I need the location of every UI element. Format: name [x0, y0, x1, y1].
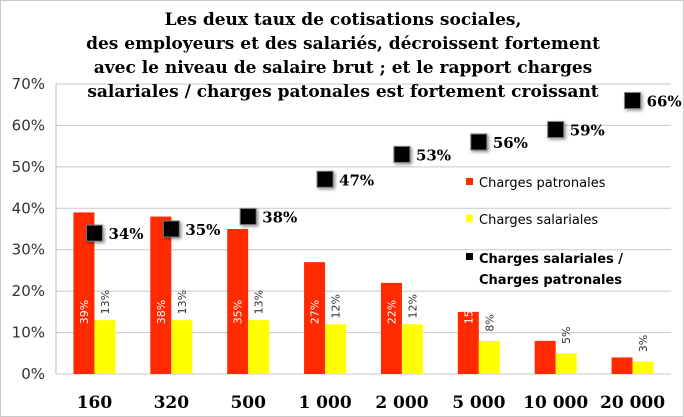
bar-salariales [555, 353, 577, 374]
data-label-salariales: 3% [637, 335, 650, 352]
y-axis: 0% 10% 20% 30% 40% 50% 60% 70% [12, 75, 57, 383]
ratio-markers: 34% 35% 38% 47% 53% 56% 59% 66% [85, 92, 682, 243]
title-line-4: salariales / charges patonales est forte… [87, 82, 598, 102]
legend-label-salariales: Charges salariales [479, 213, 598, 228]
data-label-salariales: 12% [406, 294, 419, 318]
data-label-salariales: 5% [560, 327, 573, 344]
y-tick-label: 40% [12, 199, 45, 217]
ratio-marker [547, 121, 565, 139]
ratio-marker [162, 220, 180, 238]
y-tick-label: 70% [12, 75, 45, 93]
data-label-salariales: 13% [253, 290, 266, 314]
data-label-ratio: 56% [493, 134, 528, 152]
bar-salariales [325, 324, 347, 374]
bars: 39% 13% 38% 13% 35% 13% 27% 12% 22% 12% 15% 8% 8% 5% 4… [73, 212, 654, 374]
data-label-patronales: 39% [78, 300, 91, 324]
data-label-ratio: 38% [262, 209, 297, 227]
bar-salariales [478, 340, 500, 374]
data-label-ratio: 47% [339, 171, 374, 189]
y-tick-label: 20% [12, 282, 45, 300]
bar-patronales [150, 216, 172, 374]
title-line-3: avec le niveau de salaire brut ; et le r… [94, 58, 593, 78]
bar-salariales [171, 320, 193, 374]
data-label-patronales: 8% [539, 303, 552, 320]
data-label-ratio: 34% [108, 225, 143, 243]
legend-label-patronales: Charges patronales [479, 176, 606, 191]
data-label-salariales: 13% [176, 290, 189, 314]
bar-salariales [401, 324, 423, 374]
y-tick-label: 0% [21, 365, 45, 383]
x-axis: 160 320 500 1 000 2 000 5 000 10 000 20 000 [77, 393, 666, 413]
data-label-patronales: 15% [462, 300, 475, 324]
bar-salariales [632, 361, 654, 374]
legend-swatch-ratio [466, 253, 473, 260]
ratio-marker [85, 224, 103, 242]
legend-label-ratio-line-2: Charges patronales [479, 273, 622, 288]
legend-label-ratio-line-1: Charges salariales / [479, 252, 623, 267]
data-label-ratio: 53% [416, 146, 451, 164]
legend: Charges patronales Charges salariales Ch… [466, 176, 623, 288]
data-label-salariales: 12% [330, 294, 343, 318]
data-label-patronales: 27% [309, 300, 322, 324]
chart-title: Les deux taux de cotisations sociales, d… [86, 10, 600, 102]
legend-swatch-patronales [466, 178, 473, 185]
x-tick-label: 2 000 [375, 393, 428, 413]
x-tick-label: 500 [230, 393, 266, 413]
bar-patronales [227, 229, 249, 374]
ratio-marker [239, 208, 257, 226]
ratio-marker [316, 170, 334, 188]
data-label-patronales: 4% [616, 303, 629, 320]
data-label-ratio: 59% [570, 122, 605, 140]
y-tick-label: 10% [12, 324, 45, 342]
x-tick-label: 1 000 [298, 393, 351, 413]
title-line-1: Les deux taux de cotisations sociales, [165, 10, 522, 30]
x-tick-label: 10 000 [523, 393, 588, 413]
ratio-marker [470, 133, 488, 151]
data-label-ratio: 66% [647, 93, 682, 111]
data-label-patronales: 38% [155, 300, 168, 324]
title-line-2: des employeurs et des salariés, décroiss… [86, 34, 600, 54]
legend-swatch-salariales [466, 215, 473, 222]
y-tick-label: 60% [12, 116, 45, 134]
ratio-marker [624, 92, 642, 110]
bar-patronales [304, 262, 326, 374]
data-label-patronales: 35% [232, 300, 245, 324]
y-tick-label: 30% [12, 241, 45, 259]
data-label-ratio: 35% [185, 221, 220, 239]
bar-salariales [248, 320, 270, 374]
bar-patronales [380, 282, 402, 374]
ratio-marker [393, 145, 411, 163]
data-label-salariales: 8% [483, 314, 496, 331]
x-tick-label: 5 000 [452, 393, 505, 413]
y-tick-label: 50% [12, 158, 45, 176]
data-label-patronales: 22% [385, 300, 398, 324]
bar-patronales [534, 340, 556, 374]
x-tick-label: 320 [154, 393, 190, 413]
bar-patronales [73, 212, 95, 374]
x-tick-label: 20 000 [600, 393, 665, 413]
data-label-salariales: 13% [99, 290, 112, 314]
bar-patronales [611, 357, 633, 374]
x-tick-label: 160 [77, 393, 113, 413]
bar-salariales [94, 320, 116, 374]
bar-patronales [457, 311, 479, 374]
